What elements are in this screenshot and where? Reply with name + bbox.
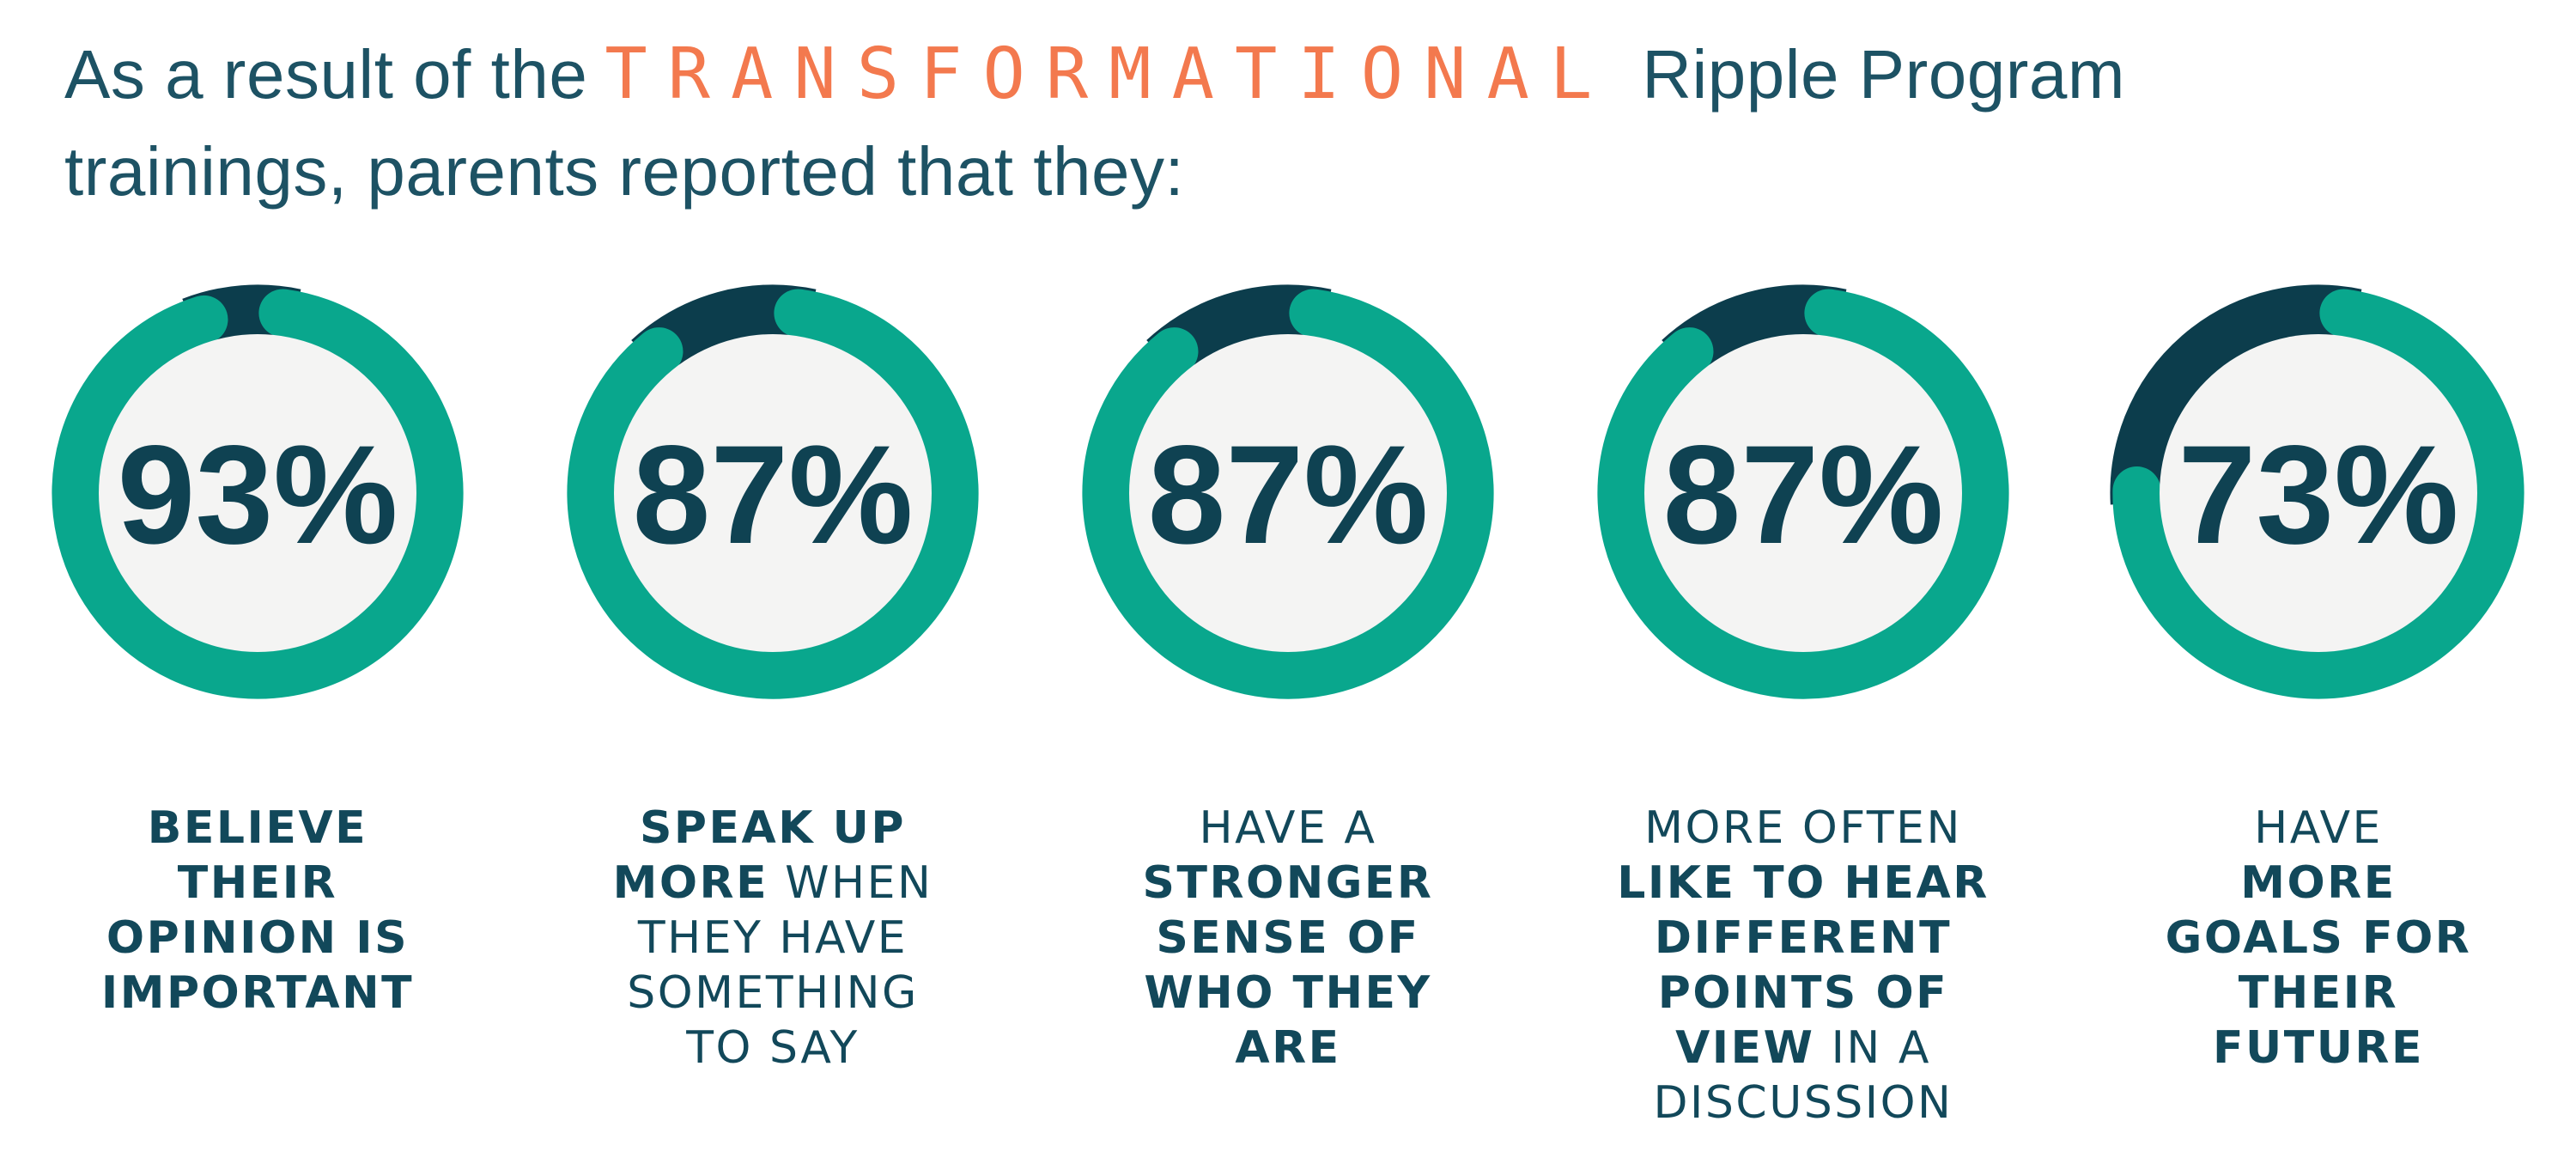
caption-segment: VIEW bbox=[1675, 1022, 1815, 1074]
caption-segment: SPEAK UP bbox=[639, 802, 907, 854]
caption-segment: SENSE OF bbox=[1156, 912, 1420, 964]
caption-line: IMPORTANT bbox=[101, 966, 414, 1021]
caption-line: LIKE TO HEAR bbox=[1617, 856, 1990, 911]
percent-label: 93% bbox=[118, 416, 398, 573]
donut-inner-circle bbox=[2160, 334, 2477, 652]
donut-chart: 87% bbox=[1592, 282, 2014, 704]
caption-line: SOMETHING bbox=[613, 966, 933, 1021]
caption-line: GOALS FOR bbox=[2166, 911, 2472, 966]
caption-segment: MORE OFTEN bbox=[1644, 802, 1962, 854]
donut-svg: 87% bbox=[567, 284, 979, 699]
stat-caption: SPEAK UP MORE WHEN THEY HAVE SOMETHING TO SA… bbox=[613, 801, 933, 1076]
donut-inner-circle bbox=[1129, 334, 1447, 652]
caption-line: HAVE bbox=[2166, 801, 2472, 856]
caption-segment: DIFFERENT bbox=[1654, 912, 1953, 964]
donut-remainder-arc bbox=[2110, 284, 2362, 505]
caption-segment: HAVE A bbox=[1199, 802, 1377, 854]
percent-label: 73% bbox=[2178, 416, 2459, 573]
donut-chart: 73% bbox=[2107, 282, 2530, 704]
caption-line: SPEAK UP bbox=[613, 801, 933, 856]
caption-segment: TO SAY bbox=[686, 1022, 860, 1074]
donut-svg: 93% bbox=[52, 284, 464, 699]
stat-caption: HAVE MORE GOALS FOR THEIR FUTURE bbox=[2166, 801, 2472, 1076]
donut-svg: 87% bbox=[1082, 284, 1494, 699]
title-suffix: Ripple Program bbox=[1642, 36, 2125, 113]
caption-line: OPINION IS bbox=[101, 911, 414, 966]
caption-segment: THEY HAVE bbox=[637, 912, 908, 964]
caption-segment: THEIR bbox=[177, 857, 338, 909]
title-line1: As a result of the TRANSFORMATIONAL Ripple… bbox=[64, 26, 2576, 123]
caption-line: SENSE OF bbox=[1143, 911, 1434, 966]
title-line2: trainings, parents reported that they: bbox=[64, 133, 1185, 210]
donut-svg: 73% bbox=[2110, 284, 2524, 699]
donut-chart: 93% bbox=[46, 282, 469, 704]
donut-svg: 87% bbox=[1597, 284, 2009, 699]
caption-segment: POINTS OF bbox=[1657, 967, 1949, 1019]
caption-segment: GOALS FOR bbox=[2165, 912, 2472, 964]
donut-progress-arc bbox=[52, 289, 464, 699]
caption-segment: STRONGER bbox=[1142, 857, 1434, 909]
title-prefix: As a result of the bbox=[64, 36, 588, 113]
caption-line: THEIR bbox=[2166, 966, 2472, 1021]
donut-inner-circle bbox=[99, 334, 416, 652]
caption-line: POINTS OF bbox=[1617, 966, 1990, 1021]
caption-segment: OPINION IS bbox=[106, 912, 410, 964]
caption-line: HAVE A bbox=[1143, 801, 1434, 856]
caption-segment: WHEN bbox=[769, 857, 933, 909]
caption-line: MORE bbox=[2166, 856, 2472, 911]
caption-line: DIFFERENT bbox=[1617, 911, 1990, 966]
donut-inner-circle bbox=[614, 334, 932, 652]
donut-inner-circle bbox=[1644, 334, 1962, 652]
stat-column: 73% HAVE MORE GOALS FOR THEIR FUTURE bbox=[2061, 282, 2576, 1130]
caption-line: THEIR bbox=[101, 856, 414, 911]
caption-segment: MORE bbox=[2240, 857, 2397, 909]
caption-line: WHO THEY bbox=[1143, 966, 1434, 1021]
donut-chart: 87% bbox=[562, 282, 984, 704]
donut-progress-arc bbox=[567, 289, 979, 699]
caption-segment: BELIEVE bbox=[147, 802, 368, 854]
stat-caption: BELIEVE THEIR OPINION IS IMPORTANT bbox=[101, 801, 414, 1021]
donut-chart: 87% bbox=[1077, 282, 1499, 704]
caption-segment: IN A bbox=[1814, 1022, 1931, 1074]
stat-caption: MORE OFTEN LIKE TO HEAR DIFFERENT POINTS OF… bbox=[1617, 801, 1990, 1130]
title: As a result of the TRANSFORMATIONAL Ripple… bbox=[0, 0, 2576, 220]
caption-line: FUTURE bbox=[2166, 1021, 2472, 1076]
caption-segment: HAVE bbox=[2254, 802, 2383, 854]
caption-line: MORE OFTEN bbox=[1617, 801, 1990, 856]
caption-segment: THEIR bbox=[2238, 967, 2399, 1019]
caption-line: DISCUSSION bbox=[1617, 1076, 1990, 1130]
caption-line: TO SAY bbox=[613, 1021, 933, 1076]
stat-caption: HAVE A STRONGER SENSE OF WHO THEY ARE bbox=[1143, 801, 1434, 1076]
caption-segment: WHO THEY bbox=[1144, 967, 1432, 1019]
stat-column: 87% MORE OFTEN LIKE TO HEAR DIFFERENT POINT… bbox=[1546, 282, 2061, 1130]
caption-line: VIEW IN A bbox=[1617, 1021, 1990, 1076]
caption-segment: LIKE TO HEAR bbox=[1617, 857, 1990, 909]
donut-progress-arc bbox=[2112, 289, 2524, 699]
title-highlight: TRANSFORMATIONAL bbox=[605, 34, 1613, 115]
percent-label: 87% bbox=[633, 416, 914, 573]
caption-segment: IMPORTANT bbox=[100, 967, 415, 1019]
caption-segment: DISCUSSION bbox=[1653, 1077, 1953, 1129]
stat-column: 87% HAVE A STRONGER SENSE OF WHO THEY ARE bbox=[1030, 282, 1546, 1130]
percent-label: 87% bbox=[1663, 416, 1944, 573]
caption-segment: SOMETHING bbox=[627, 967, 919, 1019]
caption-segment: MORE bbox=[612, 857, 769, 909]
percent-label: 87% bbox=[1148, 416, 1429, 573]
caption-line: MORE WHEN bbox=[613, 856, 933, 911]
stat-column: 87% SPEAK UP MORE WHEN THEY HAVE SOMETHING T… bbox=[515, 282, 1030, 1130]
donut-progress-arc bbox=[1082, 289, 1494, 699]
stats-row: 93% BELIEVE THEIR OPINION IS IMPORTANT 87% … bbox=[0, 282, 2576, 1130]
caption-line: THEY HAVE bbox=[613, 911, 933, 966]
caption-segment: FUTURE bbox=[2212, 1022, 2424, 1074]
caption-segment: ARE bbox=[1235, 1022, 1341, 1074]
stat-column: 93% BELIEVE THEIR OPINION IS IMPORTANT bbox=[0, 282, 515, 1130]
caption-line: ARE bbox=[1143, 1021, 1434, 1076]
caption-line: BELIEVE bbox=[101, 801, 414, 856]
donut-progress-arc bbox=[1597, 289, 2009, 699]
caption-line: STRONGER bbox=[1143, 856, 1434, 911]
